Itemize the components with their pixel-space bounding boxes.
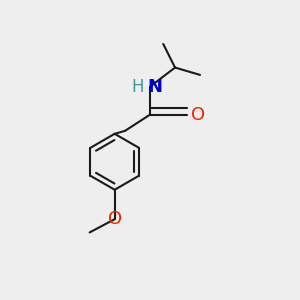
Text: O: O	[108, 210, 122, 228]
Text: N: N	[147, 78, 162, 96]
Text: O: O	[191, 106, 205, 124]
Text: H: H	[131, 78, 143, 96]
